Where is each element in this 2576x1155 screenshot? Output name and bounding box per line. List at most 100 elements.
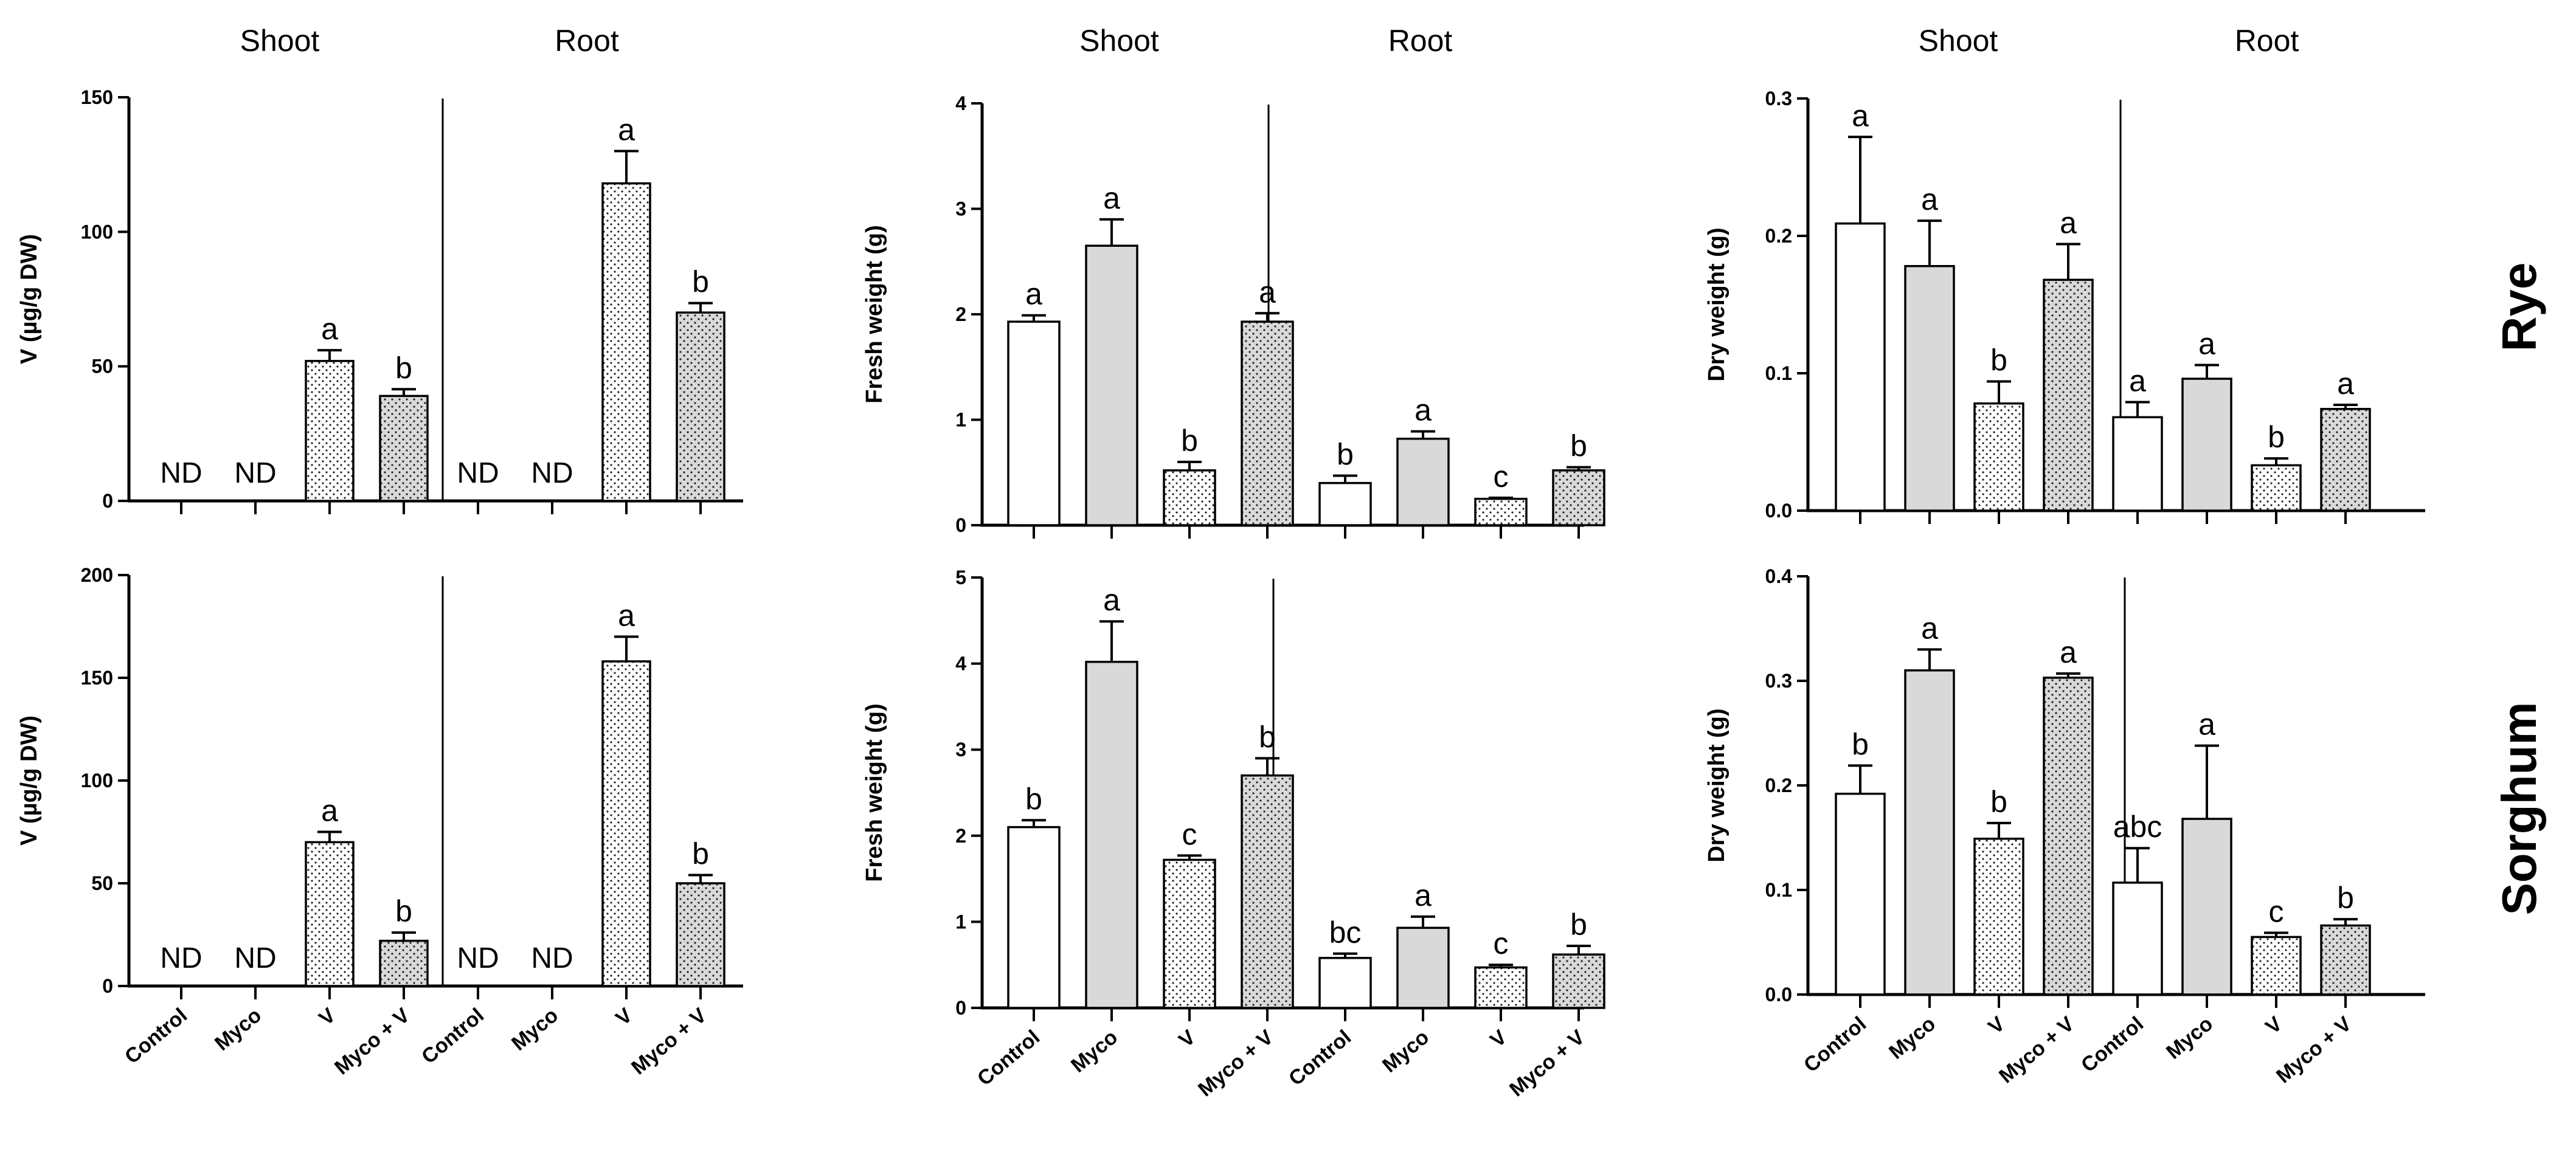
v-sorghum-x-category-label: V [314, 1004, 340, 1030]
v-sorghum-y-tick-label: 100 [81, 770, 113, 791]
dw-rye-significance-letter: b [2268, 420, 2285, 454]
v-sorghum-x-category-label: Myco [507, 1004, 563, 1055]
fw-rye-y-axis-label: Fresh weight (g) [862, 225, 887, 403]
fw-sorghum-y-tick-label: 5 [955, 567, 966, 588]
fw-sorghum-bar [1396, 926, 1450, 1009]
v-rye-y-tick-label: 100 [81, 221, 113, 243]
dw-sorghum-bar [1973, 837, 2024, 996]
dw-sorghum-y-tick-label: 0.4 [1765, 565, 1793, 587]
v-rye-significance-letter: b [692, 265, 709, 299]
v-sorghum-y-tick-label: 0 [102, 975, 113, 997]
fw-rye-significance-letter: b [1337, 437, 1354, 471]
fw-sorghum-y-tick-label: 4 [955, 653, 966, 675]
dw-rye-significance-letter: a [2198, 326, 2215, 360]
v-sorghum-x-category-label: Myco [210, 1004, 266, 1055]
fw-sorghum-bar [1552, 953, 1605, 1009]
fw-sorghum-significance-letter: a [1103, 583, 1120, 617]
v-sorghum-bar [601, 660, 651, 987]
fw-sorghum-bar [1241, 774, 1294, 1009]
dw-sorghum-bar [2112, 881, 2163, 996]
fw-sorghum-y-tick-label: 3 [955, 739, 966, 760]
v-rye-nd-label: ND [457, 457, 499, 489]
fw-sorghum-y-tick-label: 1 [955, 911, 966, 933]
v-sorghum-bar [379, 939, 429, 987]
v-sorghum-x-category-label: Myco + V [627, 1004, 711, 1080]
fw-rye-bar [1007, 320, 1061, 526]
dw-sorghum-significance-letter: a [2060, 635, 2077, 669]
v-sorghum-y-axis-label: V (µg/g DW) [16, 715, 42, 846]
v-sorghum-y-tick-label: 150 [81, 667, 113, 689]
dw-sorghum-y-tick-label: 0.2 [1765, 774, 1792, 796]
dw-rye-bar [1904, 264, 1955, 512]
fw-sorghum-x-category-label: Myco + V [1505, 1026, 1589, 1102]
v-rye-y-tick-label: 50 [91, 356, 113, 378]
fw-rye-y-tick-label: 3 [955, 198, 966, 220]
fw-rye-significance-letter: a [1103, 181, 1120, 215]
fw-rye-significance-letter: a [1259, 275, 1276, 309]
dw-sorghum-significance-letter: a [1921, 611, 1938, 645]
fw-sorghum-x-category-label: Myco [1378, 1026, 1433, 1077]
fw-rye-y-tick-label: 1 [955, 409, 966, 431]
fw-rye-bar [1474, 497, 1528, 526]
fw-sorghum-x-category-label: Control [1284, 1026, 1356, 1091]
v-sorghum-bar [676, 882, 725, 987]
dw-sorghum-x-category-label: Control [2077, 1012, 2148, 1077]
dw-rye-y-tick-label: 0.0 [1765, 500, 1792, 522]
v-rye-nd-label: ND [531, 457, 573, 489]
fw-sorghum-x-category-label: Myco + V [1194, 1026, 1278, 1102]
fw-rye-y-tick-label: 2 [955, 303, 966, 325]
fw-sorghum-significance-letter: b [1259, 720, 1276, 754]
dw-rye-significance-letter: a [2129, 364, 2146, 398]
dw-sorghum-bar [1835, 793, 1886, 996]
dw-rye-panel: 0.0 0.1 0.2 0.3 Dry weight (g) Shoot Root a a b a a… [1704, 24, 2425, 524]
dw-sorghum-x-category-label: Myco [2162, 1012, 2217, 1064]
v-sorghum-y-tick-label: 200 [81, 564, 113, 586]
dw-sorghum-bar [1904, 669, 1955, 996]
v-sorghum-nd-label: ND [234, 942, 276, 974]
row-label-rye: Rye [2492, 263, 2546, 352]
dw-rye-significance-letter: a [1921, 182, 1938, 216]
dw-sorghum-x-category-label: Myco [1885, 1012, 1940, 1064]
v-rye-bar [305, 360, 355, 502]
fw-sorghum-x-category-label: Control [973, 1026, 1044, 1091]
fw-sorghum-y-axis-label: Fresh weight (g) [862, 703, 887, 881]
row-label-sorghum: Sorghum [2492, 702, 2546, 915]
v-rye-significance-letter: b [395, 351, 412, 385]
v-sorghum-y-tick-label: 50 [91, 872, 113, 894]
fw-rye-bar [1241, 320, 1294, 526]
fw-rye-group-label-root: Root [1388, 24, 1453, 58]
dw-sorghum-significance-letter: b [2337, 881, 2354, 915]
dw-rye-y-tick-label: 0.3 [1765, 88, 1792, 109]
dw-sorghum-bar [2181, 818, 2232, 996]
v-sorghum-x-category-label: Myco + V [330, 1004, 414, 1080]
dw-rye-significance-letter: a [1852, 98, 1869, 133]
dw-sorghum-significance-letter: a [2198, 708, 2215, 742]
fw-sorghum-bar [1163, 858, 1216, 1009]
fw-sorghum-significance-letter: b [1570, 908, 1587, 942]
fw-rye-bar [1163, 469, 1216, 526]
v-rye-y-tick-label: 150 [81, 86, 113, 108]
dw-sorghum-y-axis-label: Dry weight (g) [1704, 708, 1729, 862]
dw-rye-significance-letter: a [2060, 206, 2077, 240]
dw-sorghum-significance-letter: b [1990, 785, 2007, 819]
v-rye-group-label-shoot: Shoot [240, 24, 320, 58]
fw-rye-significance-letter: c [1494, 460, 1509, 494]
dw-rye-bar [1835, 222, 1886, 512]
fw-rye-bar [1318, 481, 1372, 526]
fw-rye-bar [1085, 244, 1138, 526]
fw-rye-significance-letter: a [1414, 393, 1432, 427]
fw-sorghum-x-category-label: V [1174, 1026, 1200, 1052]
v-rye-significance-letter: a [321, 312, 338, 346]
dw-rye-significance-letter: b [1990, 343, 2007, 378]
dw-sorghum-significance-letter: c [2269, 895, 2284, 929]
dw-rye-significance-letter: a [2337, 367, 2354, 401]
fw-rye-significance-letter: a [1025, 277, 1042, 311]
dw-rye-bar [1973, 402, 2024, 512]
v-rye-significance-letter: a [618, 113, 635, 147]
dw-sorghum-significance-letter: abc [2113, 810, 2162, 844]
dw-sorghum-x-category-label: V [1984, 1012, 2009, 1039]
fw-rye-y-tick-label: 0 [955, 514, 966, 536]
